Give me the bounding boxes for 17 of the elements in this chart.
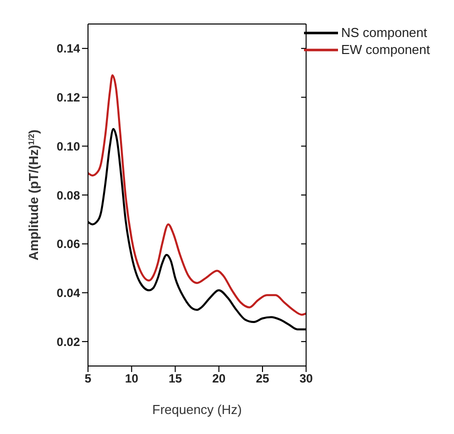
y-tick-label: 0.04	[56, 286, 80, 300]
y-tick-label: 0.10	[56, 139, 80, 154]
x-tick-label: 15	[168, 372, 182, 386]
y-tick-label: 0.14	[56, 42, 80, 56]
y-tick-label: 0.12	[56, 90, 80, 105]
x-tick-label: 30	[299, 372, 314, 386]
y-tick-label: 0.02	[56, 334, 80, 349]
y-tick-label: 0.06	[56, 237, 80, 252]
legend-label: EW component	[341, 41, 430, 58]
legend-label: NS component	[341, 24, 428, 41]
x-axis-title: Frequency (Hz)	[152, 402, 242, 417]
y-tick-label: 0.08	[56, 188, 80, 202]
x-tick-label: 5	[84, 372, 92, 386]
x-tick-label: 10	[124, 372, 139, 386]
x-tick-label: 20	[212, 372, 226, 386]
line-series	[88, 74, 306, 316]
x-tick-label: 25	[256, 372, 270, 386]
